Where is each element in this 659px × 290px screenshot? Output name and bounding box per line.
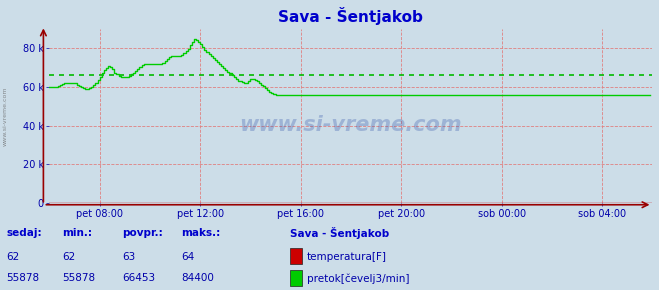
Text: sedaj:: sedaj: (7, 229, 42, 238)
Text: Sava - Šentjakob: Sava - Šentjakob (290, 227, 389, 240)
Text: 84400: 84400 (181, 273, 214, 283)
Text: 62: 62 (7, 252, 20, 262)
Text: www.si-vreme.com: www.si-vreme.com (240, 115, 462, 135)
Text: min.:: min.: (63, 229, 93, 238)
Text: 66453: 66453 (122, 273, 155, 283)
Text: 55878: 55878 (63, 273, 96, 283)
Text: 55878: 55878 (7, 273, 40, 283)
Text: www.si-vreme.com: www.si-vreme.com (3, 86, 8, 146)
Text: temperatura[F]: temperatura[F] (307, 252, 387, 262)
Text: 64: 64 (181, 252, 194, 262)
Text: povpr.:: povpr.: (122, 229, 163, 238)
Text: maks.:: maks.: (181, 229, 221, 238)
Text: pretok[čevelj3/min]: pretok[čevelj3/min] (307, 273, 410, 284)
Text: 62: 62 (63, 252, 76, 262)
Title: Sava - Šentjakob: Sava - Šentjakob (279, 7, 423, 25)
Text: 63: 63 (122, 252, 135, 262)
